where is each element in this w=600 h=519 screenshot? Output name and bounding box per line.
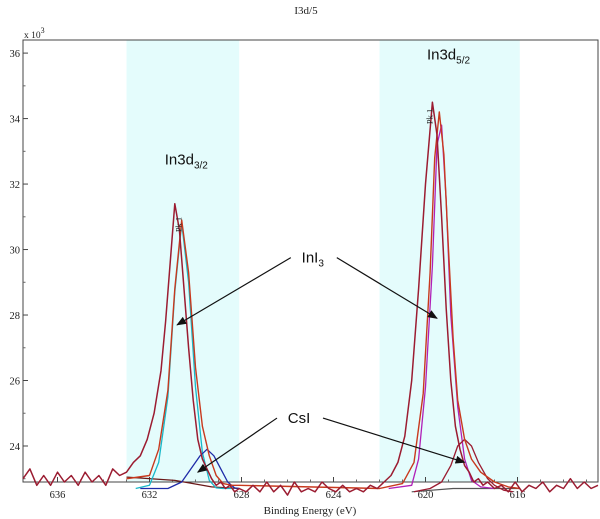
y-tick-label: 24 [10, 442, 21, 453]
label-in3d-5-2: In3d5/2 [427, 47, 471, 67]
series-component-3 [140, 448, 240, 490]
y-tick-label: 26 [10, 377, 21, 388]
y-multiplier: x 103 [24, 26, 45, 41]
x-tick-label: 616 [510, 490, 526, 501]
label-csi-arrow-0 [196, 417, 278, 473]
y-multiplier-base: x 10 [24, 31, 41, 41]
x-tick-label: 624 [326, 490, 343, 501]
x-tick-label: 636 [50, 490, 66, 501]
peak-label-0: Pk 1 [174, 217, 184, 232]
spectrum-series [22, 101, 599, 496]
label-csi: CsI [288, 410, 311, 427]
series-baseline-1 [411, 487, 520, 493]
y-tick-label: 28 [10, 311, 21, 322]
x-axis-label: Binding Energy (eV) [264, 505, 357, 517]
label-ini3: InI3 [302, 250, 325, 270]
y-tick-label: 30 [10, 246, 21, 257]
peak-label-1: Pk 1 [424, 109, 434, 124]
y-tick-label: 36 [10, 49, 21, 60]
y-tick-label: 32 [10, 180, 21, 191]
annotations: In3d3/2 In3d5/2 InI3 CsI [165, 47, 471, 473]
axes: 636 632 628 624 620 616 24 26 28 30 32 34 36 [10, 39, 599, 501]
label-csi-arrow-1 [322, 417, 466, 464]
peak-labels: Pk 1 Pk 1 [174, 109, 435, 232]
chart-title: I3d/5 [294, 5, 318, 17]
shaded-region-0 [126, 40, 240, 482]
series-spectrum-7 [22, 101, 599, 496]
label-ini3-arrow-0 [176, 257, 292, 326]
x-tick-label: 632 [142, 490, 158, 501]
y-tick-label: 34 [10, 115, 21, 126]
series-envelope-6 [126, 111, 520, 490]
x-tick-label: 620 [418, 490, 434, 501]
series-component-5 [413, 438, 514, 493]
y-multiplier-exp: 3 [41, 26, 45, 35]
series-component-2 [135, 222, 233, 490]
x-tick-label: 628 [234, 490, 250, 501]
label-ini3-arrow-1 [336, 257, 438, 319]
label-in3d-3-2: In3d3/2 [165, 151, 209, 171]
